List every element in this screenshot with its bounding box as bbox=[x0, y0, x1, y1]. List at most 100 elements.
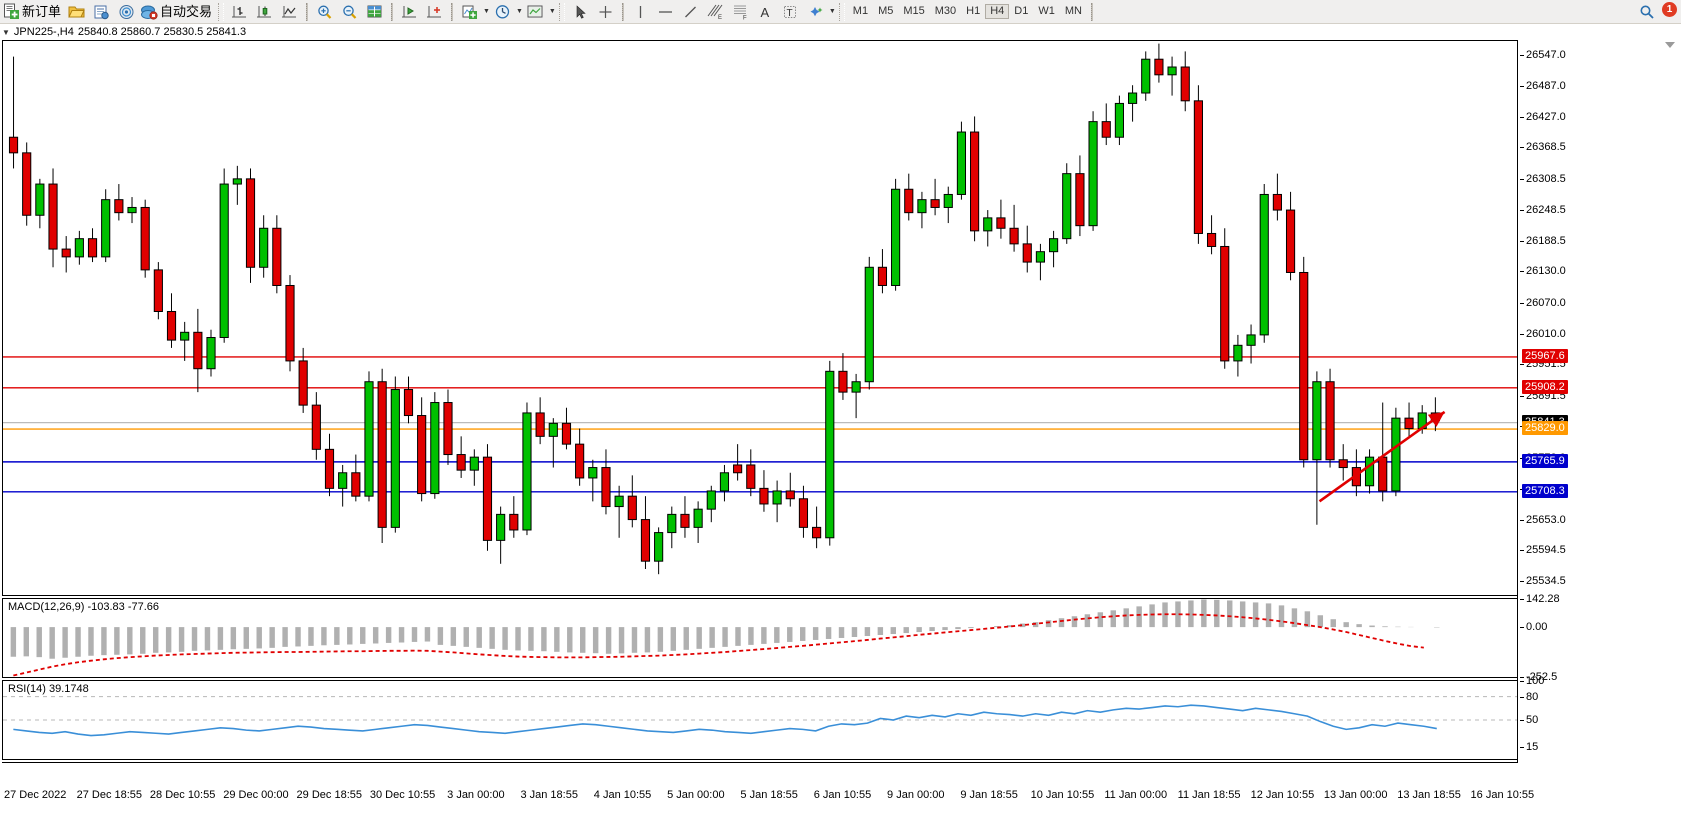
macd-series bbox=[10, 599, 1440, 677]
macd-label: MACD(12,26,9) -103.83 -77.66 bbox=[7, 601, 161, 613]
timeframe-w1[interactable]: W1 bbox=[1038, 5, 1055, 17]
timeframe-m1[interactable]: M1 bbox=[852, 5, 869, 17]
grid-button[interactable] bbox=[362, 1, 387, 22]
time-axis-label: 16 Jan 10:55 bbox=[1470, 789, 1535, 801]
price-axis-tick: 25653.0 bbox=[1520, 513, 1566, 526]
indicators-button[interactable] bbox=[457, 1, 482, 22]
price-axis-tick: 26248.5 bbox=[1520, 203, 1566, 216]
vertical-line-button[interactable] bbox=[628, 1, 653, 22]
timeframe-m5[interactable]: M5 bbox=[878, 5, 894, 17]
grid-icon bbox=[367, 5, 382, 18]
crosshair-button[interactable] bbox=[593, 1, 618, 22]
toolbar-grip-2[interactable] bbox=[558, 2, 565, 21]
search-button[interactable] bbox=[1634, 1, 1659, 22]
label-button[interactable]: T bbox=[778, 1, 803, 22]
time-scale[interactable]: 27 Dec 2022 27 Dec 18:55 28 Dec 10:55 29 De… bbox=[2, 762, 1534, 815]
indicators-dropdown-caret[interactable]: ▼ bbox=[483, 8, 490, 15]
zoom-out-button[interactable] bbox=[337, 1, 362, 22]
trend-arrow-annotation[interactable] bbox=[3, 41, 1517, 595]
text-icon: A bbox=[760, 5, 769, 20]
label-icon: T bbox=[784, 5, 797, 19]
price-level-badge[interactable]: 25829.0 bbox=[1522, 421, 1568, 436]
bar-chart-button[interactable] bbox=[227, 1, 252, 22]
svg-text:E: E bbox=[718, 15, 722, 20]
macd-axis-tick: 142.28 bbox=[1520, 593, 1560, 605]
fibonacci-button[interactable]: F bbox=[728, 1, 753, 22]
autotrading-button[interactable]: 自动交易 bbox=[139, 1, 215, 22]
macd-pane[interactable]: MACD(12,26,9) -103.83 -77.66 bbox=[2, 598, 1518, 678]
new-order-button[interactable]: 新订单 bbox=[2, 1, 64, 22]
price-level-badge[interactable]: 25908.2 bbox=[1522, 379, 1568, 394]
toolbar-grip-3[interactable] bbox=[838, 2, 845, 21]
equidistant-channel-button[interactable]: E bbox=[703, 1, 728, 22]
price-axis-tick: 25594.5 bbox=[1520, 544, 1566, 557]
templates-icon bbox=[527, 5, 543, 18]
signal-button[interactable] bbox=[114, 1, 139, 22]
chart-area[interactable]: MACD(12,26,9) -103.83 -77.66 RSI(14) 39.… bbox=[0, 40, 1681, 814]
folder-button[interactable] bbox=[64, 1, 89, 22]
price-axis-tick: 26308.5 bbox=[1520, 172, 1566, 185]
objects-dropdown-caret[interactable]: ▼ bbox=[828, 8, 836, 15]
toolbar-separator-4 bbox=[621, 2, 624, 21]
time-axis-label: 11 Jan 00:00 bbox=[1104, 789, 1168, 801]
period-button[interactable] bbox=[490, 1, 515, 22]
trendline-button[interactable] bbox=[678, 1, 703, 22]
time-axis-label: 30 Dec 10:55 bbox=[369, 789, 436, 801]
zoom-in-icon bbox=[318, 5, 332, 19]
signal-icon bbox=[119, 4, 134, 19]
autoscroll-button[interactable] bbox=[422, 1, 447, 22]
price-axis-tick: 26070.0 bbox=[1520, 296, 1566, 309]
objects-button[interactable] bbox=[803, 1, 828, 22]
period-dropdown-caret[interactable]: ▼ bbox=[515, 8, 523, 15]
horizontal-line-button[interactable] bbox=[653, 1, 678, 22]
rsi-axis-tick: 50 bbox=[1519, 714, 1539, 726]
line-chart-button[interactable] bbox=[277, 1, 302, 22]
candlestick-chart-button[interactable] bbox=[252, 1, 277, 22]
rsi-series bbox=[3, 696, 1517, 737]
timeframe-d1[interactable]: D1 bbox=[1014, 5, 1029, 17]
fibonacci-icon: F bbox=[733, 5, 747, 21]
time-axis-label: 3 Jan 00:00 bbox=[447, 789, 505, 801]
text-button[interactable]: A bbox=[753, 1, 778, 22]
zoom-in-button[interactable] bbox=[312, 1, 337, 22]
price-axis[interactable]: 26547.0 26487.0 26427.0 26368.5 26308.5 26248… bbox=[1518, 40, 1681, 596]
time-axis-label: 28 Dec 10:55 bbox=[149, 789, 216, 801]
timeframe-mn[interactable]: MN bbox=[1064, 5, 1082, 17]
price-level-lines bbox=[3, 356, 1517, 493]
toolbar-grip[interactable] bbox=[218, 2, 225, 21]
price-axis-tick: 26368.5 bbox=[1520, 141, 1566, 154]
news-button[interactable] bbox=[89, 1, 114, 22]
period-icon bbox=[495, 4, 510, 18]
price-level-badge[interactable]: 25765.9 bbox=[1522, 453, 1568, 468]
new-order-icon bbox=[4, 3, 19, 19]
price-pane[interactable] bbox=[2, 40, 1518, 596]
rsi-pane[interactable]: RSI(14) 39.1748 bbox=[2, 680, 1518, 760]
objects-icon bbox=[810, 6, 823, 16]
time-axis-label: 11 Jan 18:55 bbox=[1177, 789, 1241, 801]
timeframe-m30[interactable]: M30 bbox=[934, 5, 957, 17]
macd-axis-tick: 0.00 bbox=[1519, 621, 1548, 634]
toolbar-separator bbox=[306, 2, 309, 21]
notification-badge[interactable]: 1 bbox=[1662, 2, 1677, 17]
time-axis-label: 6 Jan 10:55 bbox=[813, 789, 872, 801]
cursor-button[interactable] bbox=[568, 1, 593, 22]
timeframe-h4[interactable]: H4 bbox=[985, 4, 1010, 19]
price-level-badge[interactable]: 25708.3 bbox=[1522, 483, 1568, 498]
templates-button[interactable] bbox=[523, 1, 548, 22]
axis-divider bbox=[1517, 40, 1518, 762]
timeframe-m15[interactable]: M15 bbox=[903, 5, 925, 17]
templates-dropdown-caret[interactable]: ▼ bbox=[548, 8, 556, 15]
svg-text:F: F bbox=[743, 16, 747, 21]
price-axis-tick: 26427.0 bbox=[1520, 110, 1566, 123]
price-level-badge[interactable]: 25967.6 bbox=[1522, 348, 1568, 363]
symbol-name: JPN225-,H4 bbox=[13, 26, 74, 38]
news-icon bbox=[94, 5, 109, 19]
rsi-axis-tick: 15 bbox=[1519, 741, 1539, 754]
new-order-label: 新订单 bbox=[22, 4, 62, 19]
rsi-label: RSI(14) 39.1748 bbox=[7, 683, 90, 695]
timeframe-h1[interactable]: H1 bbox=[966, 5, 981, 17]
chart-shift-button[interactable] bbox=[397, 1, 422, 22]
chart-menu-caret-icon[interactable]: ▼ bbox=[2, 27, 10, 37]
time-axis-label: 27 Dec 2022 bbox=[4, 789, 67, 801]
